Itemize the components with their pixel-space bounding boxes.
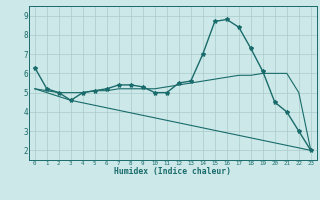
X-axis label: Humidex (Indice chaleur): Humidex (Indice chaleur) [114, 167, 231, 176]
